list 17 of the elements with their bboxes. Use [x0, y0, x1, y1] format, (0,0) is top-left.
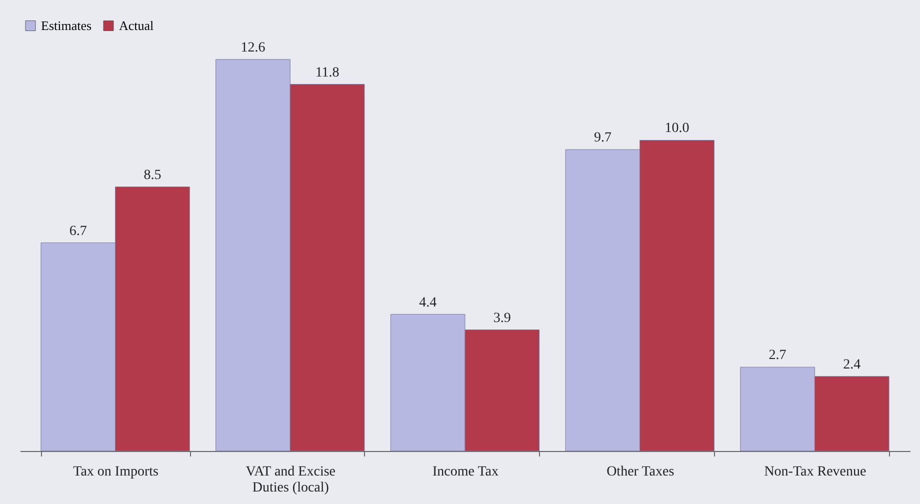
- x-tick-label: VAT and Excise Duties (local): [246, 464, 336, 496]
- legend-label: Estimates: [41, 18, 92, 33]
- legend-label: Actual: [119, 18, 154, 33]
- data-label: 2.7: [768, 348, 786, 364]
- data-label: 8.5: [144, 168, 162, 183]
- data-label: 10.0: [664, 121, 690, 136]
- data-label: 2.4: [843, 357, 861, 372]
- x-tick-label: Non-Tax Revenue: [764, 464, 866, 480]
- data-label: 3.9: [493, 310, 511, 326]
- data-label: 12.6: [240, 40, 266, 56]
- x-tick-label: Tax on Imports: [73, 464, 158, 480]
- data-label: 4.4: [419, 295, 437, 310]
- data-label: 9.7: [594, 130, 612, 146]
- data-label: 11.8: [315, 65, 340, 80]
- x-tick-label: Income Tax: [432, 464, 499, 480]
- data-label: 6.7: [69, 224, 87, 239]
- x-tick-label: Other Taxes: [606, 464, 674, 480]
